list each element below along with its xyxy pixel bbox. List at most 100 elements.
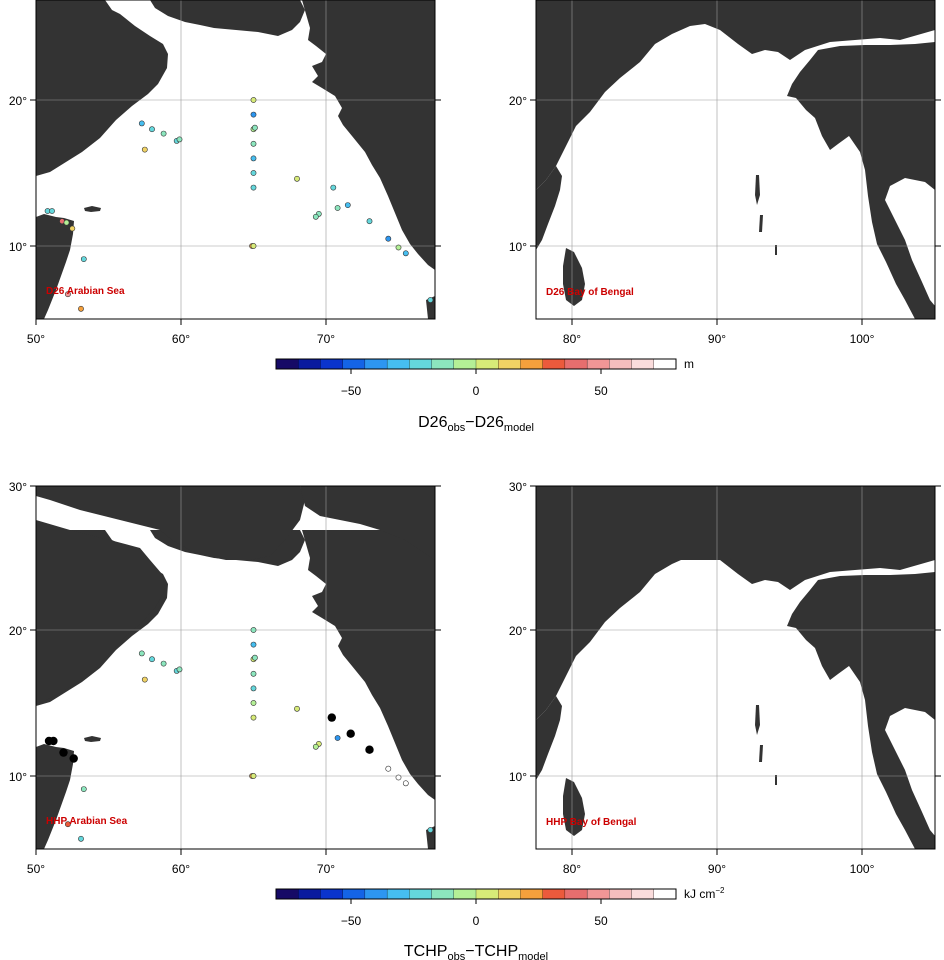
- colorbar-swatch: [475, 358, 499, 370]
- lat-label-20: 20°: [9, 94, 27, 108]
- data-point: [80, 256, 87, 262]
- map-bay-of-bengal-hhp: 80° 90° 100° 30° 20° 10° HHP Bay of Beng…: [509, 480, 941, 876]
- data-point: [294, 705, 300, 712]
- colorbar-swatch: [275, 358, 299, 370]
- colorbar-swatch: [564, 358, 588, 370]
- colorbar-ticks: [350, 899, 602, 904]
- colorbar-swatch: [631, 358, 655, 370]
- colorbar-swatch: [431, 888, 455, 900]
- colorbar-swatch: [364, 358, 388, 370]
- caption-part: D26: [418, 414, 447, 431]
- colorbar-swatch: [475, 888, 499, 900]
- data-point: [402, 250, 409, 257]
- colorbar-swatch: [609, 358, 633, 370]
- colorbar-swatch: [275, 888, 299, 900]
- unit-exponent: −2: [715, 886, 725, 895]
- data-point: [250, 773, 257, 779]
- colorbar-swatch: [542, 888, 566, 900]
- lon-label-70: 70°: [317, 332, 335, 346]
- region-label: D26 Arabian Sea: [46, 286, 125, 297]
- tick-marks: [30, 99, 441, 325]
- colorbar-swatch: [298, 888, 321, 900]
- data-point: [385, 235, 392, 242]
- colorbar-swatch: [498, 358, 521, 370]
- data-point-missing: [49, 736, 58, 746]
- data-point: [294, 175, 300, 182]
- data-point: [250, 243, 257, 249]
- data-point: [427, 827, 434, 833]
- caption-sub: model: [518, 951, 548, 960]
- colorbar-tick-label: −50: [341, 914, 362, 928]
- data-point-missing: [365, 745, 374, 754]
- unit-text: kJ cm: [684, 887, 715, 901]
- colorbar-tick-label: 50: [594, 384, 608, 398]
- region-label: HHP Arabian Sea: [46, 816, 128, 827]
- lat-label-10: 10°: [9, 240, 27, 254]
- colorbar-swatch: [520, 358, 544, 370]
- data-point: [69, 225, 76, 232]
- data-point: [250, 140, 257, 147]
- colorbar-swatch: [431, 358, 455, 370]
- colorbar-swatch: [453, 888, 477, 900]
- colorbar-swatch: [364, 888, 388, 900]
- lon-label-60: 60°: [172, 332, 190, 346]
- data-point: [312, 213, 319, 220]
- colorbar-swatch: [386, 358, 410, 370]
- region-label: HHP Bay of Bengal: [546, 817, 637, 828]
- grid-lines: [536, 0, 935, 319]
- tick-marks: [30, 485, 441, 855]
- data-point: [141, 676, 148, 683]
- data-point: [427, 297, 434, 303]
- lat-label-20: 20°: [9, 624, 27, 638]
- data-points-d26: [44, 97, 434, 312]
- lat-label-20: 20°: [509, 94, 527, 108]
- lon-label-100: 100°: [850, 862, 875, 876]
- data-point: [138, 650, 145, 657]
- data-point: [330, 184, 337, 191]
- lon-label-50: 50°: [27, 332, 45, 346]
- lon-label-60: 60°: [172, 862, 190, 876]
- map-arabian-sea-d26: 50° 60° 70° 20° 10° D26 Arabian Sea: [9, 0, 441, 346]
- colorbar-swatch: [298, 358, 321, 370]
- data-point: [402, 780, 409, 787]
- colorbar-swatch: [409, 358, 432, 370]
- data-point-missing: [69, 754, 78, 763]
- caption-dash: −: [465, 414, 474, 431]
- caption-part: TCHP: [475, 943, 519, 960]
- data-point: [80, 786, 87, 792]
- data-point-missing: [327, 713, 336, 722]
- colorbar-tick-label: −50: [341, 384, 362, 398]
- data-point: [138, 120, 145, 127]
- data-point: [78, 835, 84, 842]
- caption-d26: D26obs−D26model: [418, 414, 534, 434]
- grid-lines: [536, 486, 935, 849]
- lon-label-70: 70°: [317, 862, 335, 876]
- data-point: [149, 656, 155, 663]
- lon-label-90: 90°: [708, 332, 726, 346]
- data-point: [250, 170, 257, 176]
- data-point: [250, 97, 257, 103]
- caption-part: D26: [475, 414, 504, 431]
- tick-marks: [530, 485, 941, 855]
- colorbar-hhp: −50 0 50 kJ cm−2: [275, 886, 725, 928]
- data-point: [395, 774, 402, 781]
- data-point: [334, 205, 341, 211]
- data-point: [366, 218, 373, 225]
- data-point: [160, 660, 167, 667]
- data-point: [251, 124, 258, 131]
- lon-label-80: 80°: [563, 332, 581, 346]
- caption-part: TCHP: [404, 943, 448, 960]
- colorbar-unit: m: [684, 357, 694, 371]
- data-point: [149, 126, 155, 133]
- colorbar-swatch: [653, 358, 677, 370]
- colorbar-d26: −50 0 50 m: [275, 357, 694, 398]
- colorbar-swatch: [342, 358, 366, 370]
- lat-label-10: 10°: [509, 770, 527, 784]
- colorbar-swatch: [542, 358, 566, 370]
- colorbar-swatches: [275, 888, 677, 900]
- caption-sub: model: [504, 422, 534, 434]
- data-point: [250, 155, 257, 162]
- data-point: [312, 743, 319, 750]
- colorbar-swatch: [609, 888, 633, 900]
- lon-label-50: 50°: [27, 862, 45, 876]
